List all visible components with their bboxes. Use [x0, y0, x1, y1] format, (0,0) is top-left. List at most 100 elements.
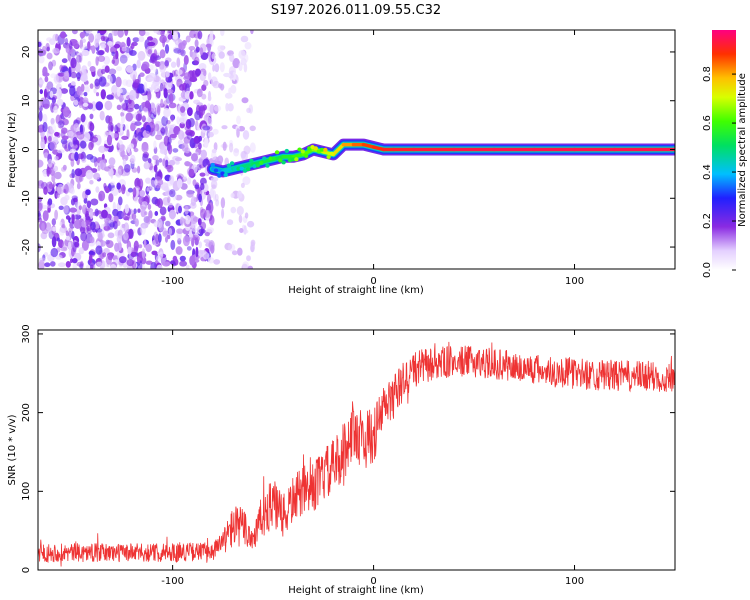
noise-speckle — [159, 206, 167, 216]
noise-speckle — [139, 260, 143, 269]
signal-trace-blob — [265, 163, 270, 168]
noise-speckle — [86, 154, 94, 160]
noise-speckle — [114, 242, 120, 252]
noise-speckle — [157, 130, 161, 136]
noise-speckle — [134, 121, 142, 126]
noise-speckle — [116, 104, 122, 111]
noise-speckle — [168, 202, 173, 208]
noise-speckle — [147, 41, 156, 47]
noise-speckle — [108, 115, 113, 126]
noise-speckle — [226, 219, 234, 226]
noise-speckle — [169, 175, 175, 186]
noise-speckle — [144, 211, 148, 216]
noise-speckle — [121, 211, 127, 219]
noise-speckle — [85, 189, 91, 196]
noise-speckle — [59, 221, 63, 226]
noise-speckle — [41, 222, 45, 231]
noise-speckle — [197, 218, 202, 226]
noise-speckle — [208, 131, 214, 138]
noise-speckle — [141, 115, 146, 123]
noise-speckle — [133, 245, 139, 254]
noise-speckle — [140, 222, 149, 229]
noise-speckle — [61, 135, 69, 140]
noise-speckle — [176, 173, 184, 179]
noise-speckle — [189, 76, 198, 83]
noise-speckle — [63, 205, 69, 214]
noise-speckle — [198, 135, 202, 142]
noise-speckle — [195, 246, 199, 258]
noise-speckle — [154, 179, 158, 186]
noise-speckle — [79, 226, 86, 234]
noise-speckle — [227, 103, 234, 112]
noise-speckle — [44, 262, 51, 268]
noise-speckle — [53, 105, 58, 114]
noise-speckle — [128, 99, 135, 110]
noise-speckle — [116, 182, 121, 190]
noise-speckle — [176, 78, 183, 88]
noise-speckle — [155, 233, 159, 245]
spectrogram-y-label: Frequency (Hz) — [7, 112, 18, 188]
noise-speckle — [106, 94, 114, 100]
noise-speckle — [95, 245, 103, 255]
noise-speckle — [204, 137, 209, 149]
noise-speckle — [247, 265, 253, 269]
noise-speckle — [198, 241, 202, 249]
noise-speckle — [170, 114, 175, 122]
noise-speckle — [198, 228, 206, 234]
noise-speckle — [46, 166, 50, 177]
spectrogram-x-label: Height of straight line (km) — [288, 285, 424, 296]
noise-speckle — [208, 72, 212, 81]
noise-speckle — [61, 127, 68, 134]
noise-speckle — [100, 43, 107, 49]
noise-speckle — [203, 239, 211, 244]
noise-speckle — [194, 56, 200, 66]
noise-speckle — [106, 240, 114, 249]
noise-speckle — [136, 59, 141, 69]
noise-speckle — [82, 68, 87, 80]
noise-speckle — [65, 230, 69, 237]
noise-speckle — [212, 128, 219, 135]
noise-speckle — [79, 90, 84, 96]
noise-speckle — [51, 174, 56, 183]
noise-speckle — [201, 121, 207, 129]
noise-speckle — [141, 201, 148, 207]
signal-trace-blob — [249, 158, 254, 163]
noise-speckle — [131, 260, 136, 269]
noise-speckle — [38, 257, 46, 263]
noise-speckle — [126, 36, 131, 47]
noise-speckle — [213, 105, 222, 112]
noise-speckle — [184, 205, 189, 215]
noise-speckle — [233, 147, 240, 157]
noise-speckle — [112, 208, 119, 217]
noise-speckle — [80, 260, 84, 269]
noise-speckle — [176, 57, 181, 68]
noise-speckle — [76, 131, 85, 140]
noise-speckle — [156, 92, 160, 99]
noise-speckle — [122, 158, 127, 167]
noise-speckle — [124, 204, 130, 214]
noise-speckle — [38, 181, 45, 189]
signal-trace-blob — [223, 173, 228, 178]
noise-speckle — [200, 221, 207, 230]
colorbar-gradient — [712, 30, 736, 270]
noise-speckle — [74, 151, 79, 162]
noise-speckle — [58, 205, 64, 210]
colorbar-tick-label: 0.8 — [702, 66, 713, 82]
x-tick-label: 100 — [565, 276, 584, 287]
noise-speckle — [69, 207, 77, 213]
noise-speckle — [87, 41, 91, 50]
signal-trace-blob — [210, 162, 215, 167]
noise-speckle — [198, 63, 207, 71]
signal-trace-blob — [258, 160, 264, 165]
noise-speckle — [104, 219, 108, 230]
noise-speckle — [162, 158, 166, 167]
noise-speckle — [38, 99, 42, 109]
noise-speckle — [242, 229, 249, 234]
noise-speckle — [42, 210, 49, 222]
noise-speckle — [188, 46, 196, 51]
colorbar: 0.0 0.2 0.4 0.6 0.8 Normalized spectral ampl… — [702, 30, 748, 278]
noise-speckle — [243, 145, 251, 155]
noise-speckle — [179, 115, 186, 125]
noise-speckle — [86, 225, 92, 231]
noise-speckle — [89, 83, 94, 89]
